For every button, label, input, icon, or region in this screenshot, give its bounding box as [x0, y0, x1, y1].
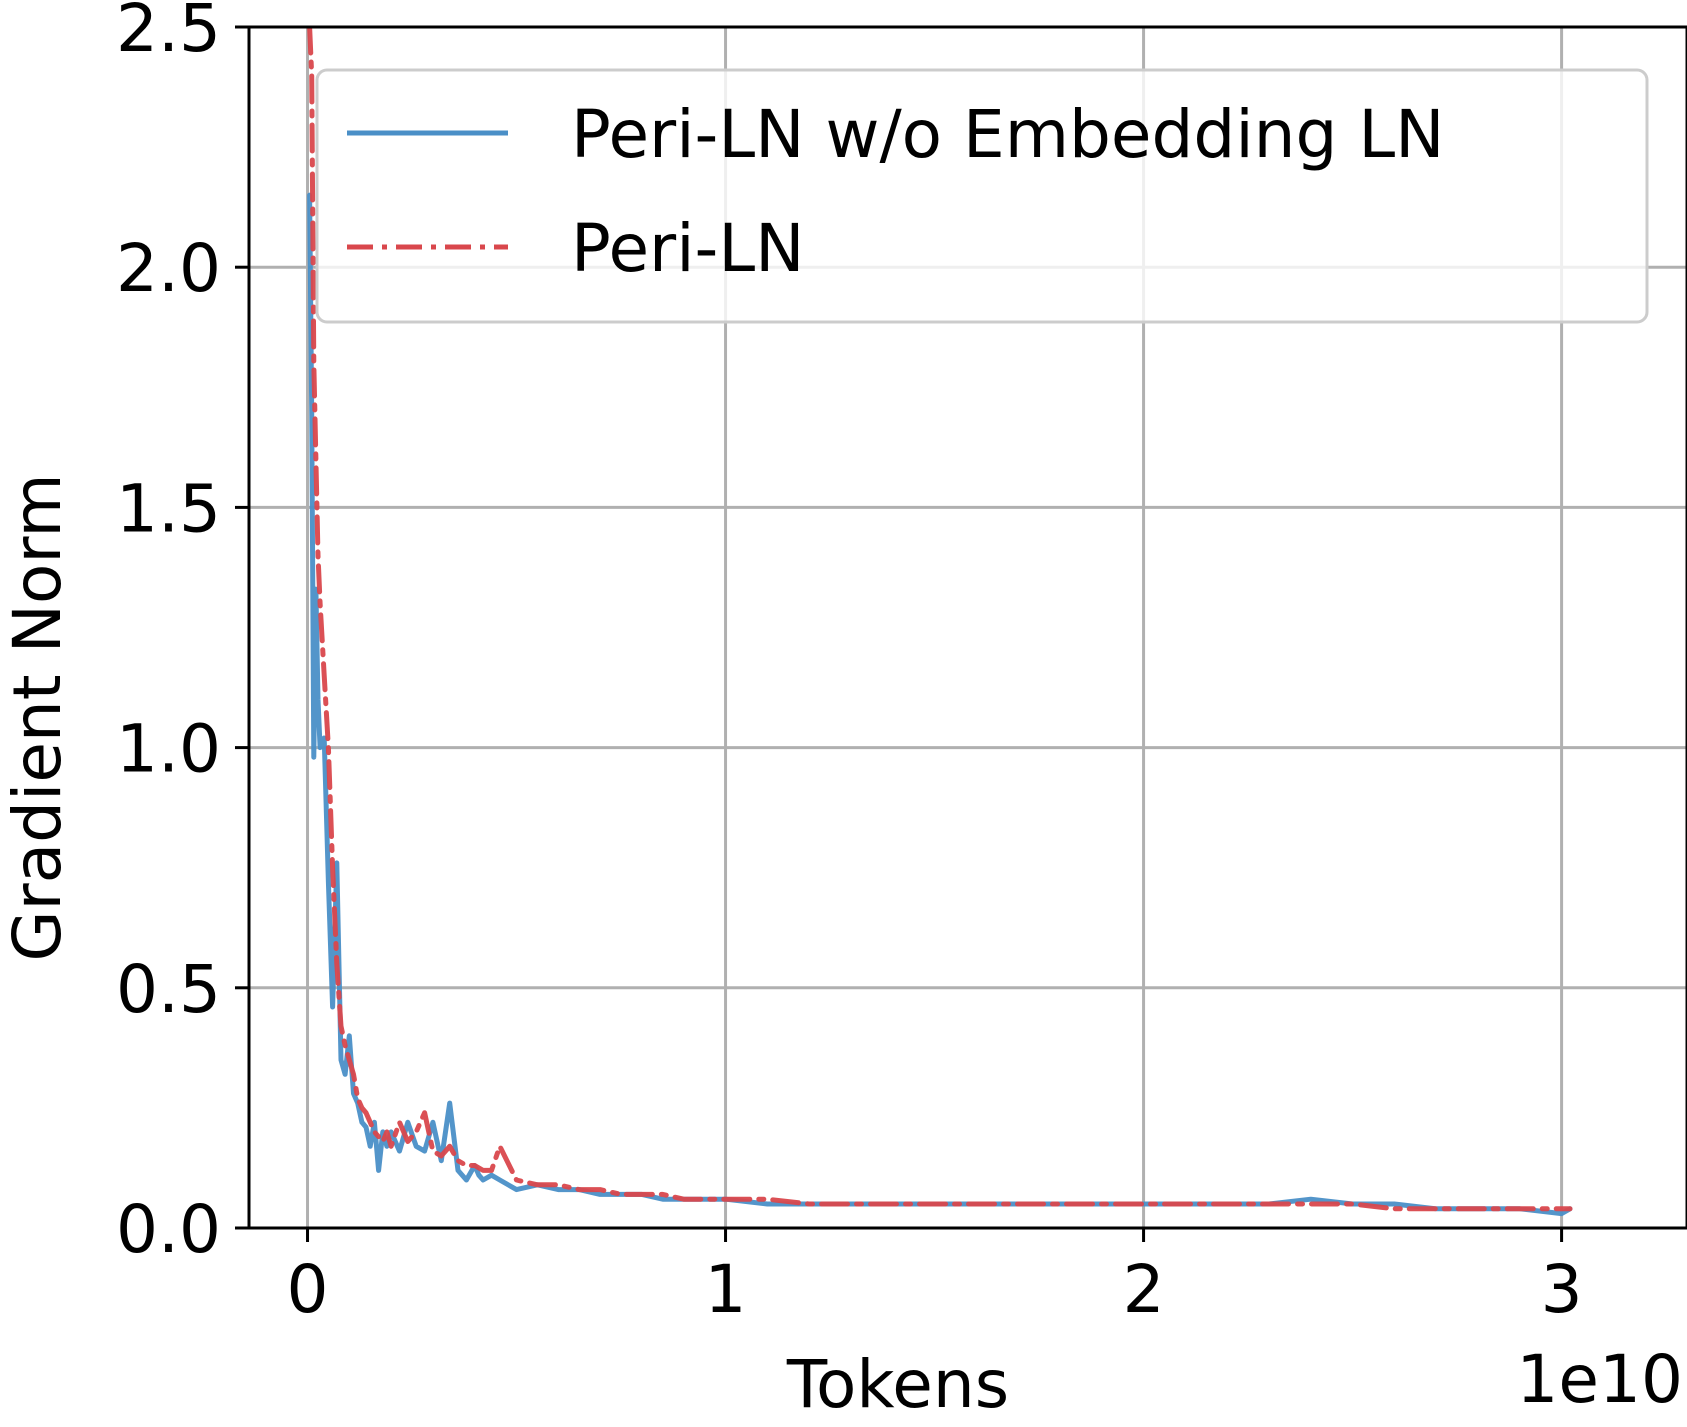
x-tick-label: 0: [287, 1251, 329, 1328]
x-axis-label: Tokens: [786, 1346, 1009, 1423]
y-tick-label: 2.0: [116, 230, 221, 307]
legend-box: [315, 68, 1649, 324]
y-tick-label: 0.0: [116, 1191, 221, 1268]
legend-label-series-1: Peri-LN w/o Embedding LN: [571, 96, 1445, 173]
plot-frame: [247, 25, 1687, 1230]
ticks: 0 1 2 3 0.0 0.5 1.0 1.5 2.0 2.5: [116, 0, 1583, 1328]
y-tick-label: 2.5: [116, 0, 221, 67]
x-tick-label: 2: [1123, 1251, 1165, 1328]
legend-label-series-2: Peri-LN: [571, 210, 804, 287]
x-tick-label: 3: [1541, 1251, 1583, 1328]
y-tick-label: 0.5: [116, 951, 221, 1028]
series-line-1: [307, 192, 1573, 1217]
series-layer: [307, 27, 1573, 1217]
y-tick-label: 1.5: [116, 470, 221, 547]
x-tick-label: 1: [705, 1251, 747, 1328]
x-axis-offset-label: 1e10: [1516, 1341, 1683, 1418]
y-axis-label: Gradient Norm: [0, 473, 76, 961]
y-tick-label: 1.0: [116, 711, 221, 788]
legend: Peri-LN w/o Embedding LN Peri-LN: [315, 68, 1649, 324]
series-line-2: [307, 27, 1573, 1212]
